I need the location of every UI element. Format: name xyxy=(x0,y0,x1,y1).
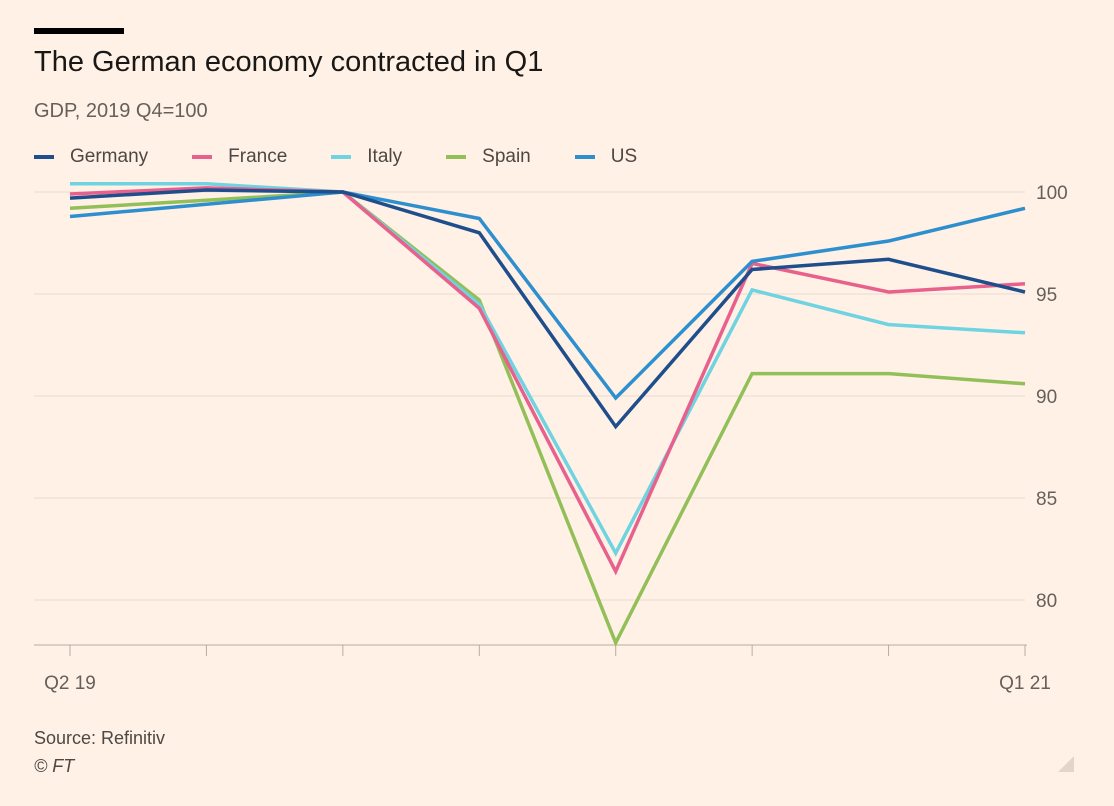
chart-title: The German economy contracted in Q1 xyxy=(34,46,544,78)
series-line-germany xyxy=(69,188,1026,430)
chart-subtitle: GDP, 2019 Q4=100 xyxy=(34,100,208,122)
legend-item-spain: Spain xyxy=(446,146,531,168)
legend-swatch xyxy=(331,155,352,159)
series-line-france xyxy=(69,186,1026,576)
legend-label: Spain xyxy=(482,146,531,167)
y-tick-label-100: 100 xyxy=(1036,183,1068,204)
series-line-italy xyxy=(70,182,1026,557)
legend-swatch xyxy=(574,155,595,159)
ft-top-bar xyxy=(34,28,124,34)
x-tick-label-last: Q1 21 xyxy=(999,673,1051,694)
resize-handle-icon[interactable] xyxy=(1058,756,1074,772)
source-note: Source: Refinitiv xyxy=(34,728,166,748)
series-line-spain xyxy=(69,190,1026,648)
copyright-credit: © FT xyxy=(34,756,75,776)
y-tick-label-80: 80 xyxy=(1036,591,1057,612)
y-tick-label-90: 90 xyxy=(1036,387,1057,408)
legend-label: Italy xyxy=(367,146,403,167)
y-tick-label-85: 85 xyxy=(1036,489,1057,510)
y-tick-label-95: 95 xyxy=(1036,285,1057,306)
legend-swatch xyxy=(192,155,213,159)
legend-label: Germany xyxy=(70,146,149,167)
legend-swatch xyxy=(446,155,467,159)
legend-label: US xyxy=(610,146,638,167)
legend-item-us: US xyxy=(574,146,638,168)
x-tick-label-first: Q2 19 xyxy=(44,673,96,694)
legend: Germany France Italy Spain US xyxy=(34,146,681,168)
legend-item-italy: Italy xyxy=(331,146,402,168)
legend-label: France xyxy=(228,146,288,167)
legend-item-france: France xyxy=(192,146,287,168)
series-line-us xyxy=(69,190,1026,401)
legend-item-germany: Germany xyxy=(34,146,148,168)
legend-swatch xyxy=(34,155,54,159)
